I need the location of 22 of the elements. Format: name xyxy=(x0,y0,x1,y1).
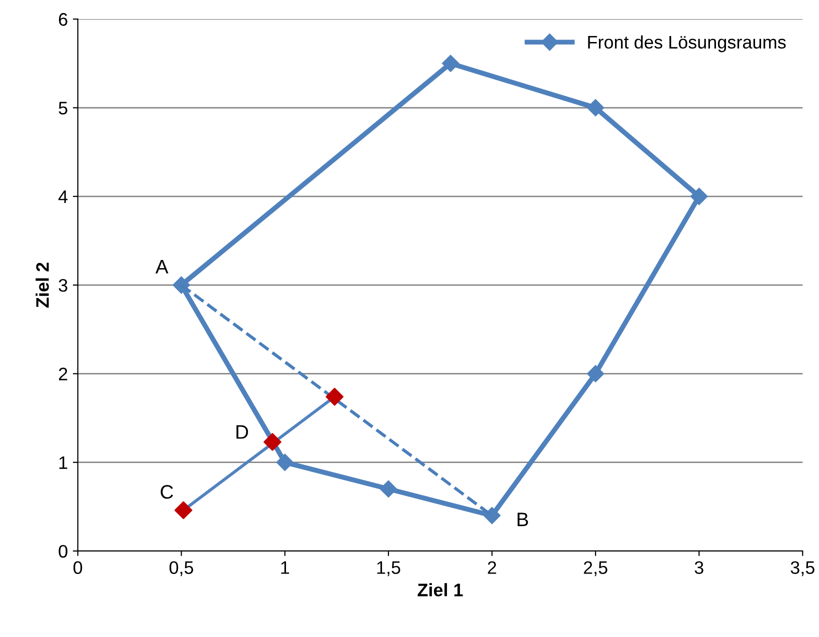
y-tick-label: 4 xyxy=(58,190,68,203)
annotation: B xyxy=(518,512,528,526)
annotation: C xyxy=(160,485,174,499)
y-tick-label: 0 xyxy=(58,544,68,558)
x-tick-label: 0 xyxy=(73,561,82,574)
x-tick-label: 0,5 xyxy=(170,561,194,576)
annotation: D xyxy=(236,425,248,439)
x-tick-label: 3 xyxy=(694,561,704,574)
annotation: A xyxy=(155,260,168,274)
legend-label: Front des Lösungsraums xyxy=(588,35,786,52)
y-tick-label: 5 xyxy=(58,102,68,114)
x-axis-title: Ziel 1 xyxy=(418,583,463,596)
y-axis-title: Ziel 2 xyxy=(36,262,49,308)
y-tick-label: 3 xyxy=(58,278,68,292)
y-tick-label: 1 xyxy=(59,456,68,469)
x-tick-label: 3,5 xyxy=(790,561,814,576)
x-tick-label: 1 xyxy=(281,561,290,574)
y-tick-label: 2 xyxy=(58,368,68,380)
y-tick-label: 6 xyxy=(58,13,68,26)
x-tick-label: 2,5 xyxy=(584,561,608,576)
x-tick-label: 1,5 xyxy=(377,561,400,576)
x-tick-label: 2 xyxy=(488,561,496,574)
